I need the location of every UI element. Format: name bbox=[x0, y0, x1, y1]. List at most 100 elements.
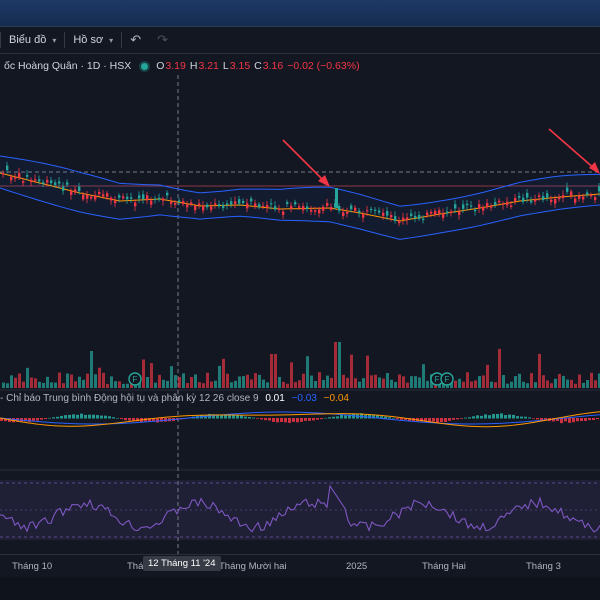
macd-histogram-bar bbox=[480, 415, 483, 419]
volume-bar bbox=[290, 362, 293, 388]
macd-histogram-bar bbox=[128, 418, 131, 421]
volume-bar bbox=[398, 374, 401, 388]
volume-bar bbox=[142, 359, 145, 388]
macd-histogram-bar bbox=[56, 416, 59, 419]
volume-bar bbox=[230, 382, 233, 388]
candle bbox=[418, 215, 421, 219]
macd-histogram-bar bbox=[348, 414, 351, 419]
candle bbox=[174, 203, 177, 205]
macd-histogram-bar bbox=[28, 418, 31, 423]
volume-badge[interactable]: F bbox=[430, 372, 444, 386]
volume-bar bbox=[82, 379, 85, 388]
candle bbox=[582, 196, 585, 200]
volume-bar bbox=[154, 382, 157, 388]
candle bbox=[438, 210, 441, 214]
profile-menu-button[interactable]: Hồ sơ ▾ bbox=[73, 34, 113, 46]
volume-bar bbox=[394, 381, 397, 388]
volume-bar bbox=[478, 376, 481, 388]
macd-histogram-bar bbox=[464, 417, 467, 419]
macd-histogram-bar bbox=[368, 414, 371, 419]
macd-histogram-bar bbox=[264, 418, 267, 421]
candle bbox=[70, 190, 73, 195]
candle bbox=[290, 205, 293, 209]
candle bbox=[246, 203, 249, 209]
volume-bar bbox=[26, 367, 29, 388]
candle bbox=[242, 200, 245, 203]
candle bbox=[226, 203, 229, 205]
macd-histogram-bar bbox=[568, 418, 571, 423]
candle bbox=[122, 196, 125, 199]
volume-bar bbox=[2, 382, 5, 388]
volume-bar bbox=[186, 382, 189, 388]
volume-bar bbox=[322, 380, 325, 388]
candle bbox=[42, 182, 45, 184]
time-axis-label: Tháng Mười hai bbox=[219, 561, 287, 572]
candle bbox=[162, 198, 165, 201]
volume-bar bbox=[578, 374, 581, 388]
candle bbox=[478, 204, 481, 209]
volume-bar bbox=[146, 377, 149, 388]
macd-histogram-bar bbox=[136, 418, 139, 422]
candle bbox=[450, 211, 453, 213]
candle bbox=[550, 199, 553, 202]
candle bbox=[430, 211, 433, 214]
volume-bar bbox=[218, 365, 221, 388]
candle bbox=[166, 192, 169, 196]
candle bbox=[462, 204, 465, 209]
volume-bar bbox=[114, 381, 117, 388]
volume-badge[interactable]: F bbox=[128, 372, 142, 386]
macd-histogram-bar bbox=[132, 418, 135, 421]
time-axis-label: 2025 bbox=[346, 561, 368, 572]
series-legend: ốc Hoàng Quân · 1D · HSX O 3.19 H 3.21 L 3.… bbox=[0, 58, 364, 74]
volume-bar bbox=[370, 375, 373, 388]
candle bbox=[106, 193, 109, 197]
profile-menu-label: Hồ sơ bbox=[73, 34, 104, 46]
volume-bar bbox=[50, 382, 53, 388]
volume-bar bbox=[318, 372, 321, 388]
rsi-line bbox=[0, 484, 600, 533]
candle bbox=[410, 213, 413, 216]
candle bbox=[542, 196, 545, 200]
macd-histogram-bar bbox=[336, 416, 339, 419]
volume-bar bbox=[334, 342, 337, 388]
candle bbox=[530, 200, 533, 203]
candle bbox=[14, 176, 17, 179]
macd-title[interactable]: - Chỉ báo Trung bình Động hội tụ và phân… bbox=[0, 393, 197, 404]
candle bbox=[538, 195, 541, 198]
volume-bar bbox=[14, 377, 17, 388]
volume-bar bbox=[18, 373, 21, 388]
volume-bar bbox=[310, 375, 313, 388]
candle bbox=[22, 181, 25, 183]
volume-badge[interactable]: F bbox=[440, 372, 454, 386]
volume-bar bbox=[246, 374, 249, 388]
candle bbox=[354, 207, 357, 211]
volume-bar bbox=[38, 381, 41, 388]
volume-bar bbox=[554, 378, 557, 388]
candle bbox=[574, 198, 577, 203]
toolbar-divider bbox=[0, 32, 1, 48]
volume-bar bbox=[182, 373, 185, 388]
volume-bar bbox=[570, 379, 573, 388]
macd-histogram-bar bbox=[88, 414, 91, 419]
chart-menu-button[interactable]: Biểu đồ ▾ bbox=[9, 34, 56, 46]
toolbar-divider bbox=[121, 32, 123, 48]
candle bbox=[154, 198, 157, 201]
macd-histogram-bar bbox=[268, 418, 271, 421]
macd-histogram-bar bbox=[424, 418, 427, 422]
macd-histogram-bar bbox=[380, 416, 383, 419]
time-axis[interactable]: Tháng 10 Thá Tháng Mười hai 2025 Tháng H… bbox=[0, 554, 600, 577]
volume-bar bbox=[190, 377, 193, 388]
macd-histogram-bar bbox=[316, 418, 319, 420]
macd-histogram-bar bbox=[152, 418, 155, 422]
symbol-title[interactable]: ốc Hoàng Quân · 1D · HSX bbox=[4, 60, 132, 72]
volume-bar bbox=[62, 383, 65, 388]
candle bbox=[46, 179, 49, 183]
undo-icon[interactable]: ↶ bbox=[130, 32, 142, 47]
chart-toolbar: Biểu đồ ▾ Hồ sơ ▾ ↶ ↷ bbox=[0, 27, 600, 54]
volume-bar bbox=[98, 367, 101, 388]
candle bbox=[510, 205, 513, 207]
redo-icon[interactable]: ↷ bbox=[157, 32, 168, 47]
macd-histogram-bar bbox=[476, 415, 479, 419]
macd-histogram-bar bbox=[492, 414, 495, 419]
